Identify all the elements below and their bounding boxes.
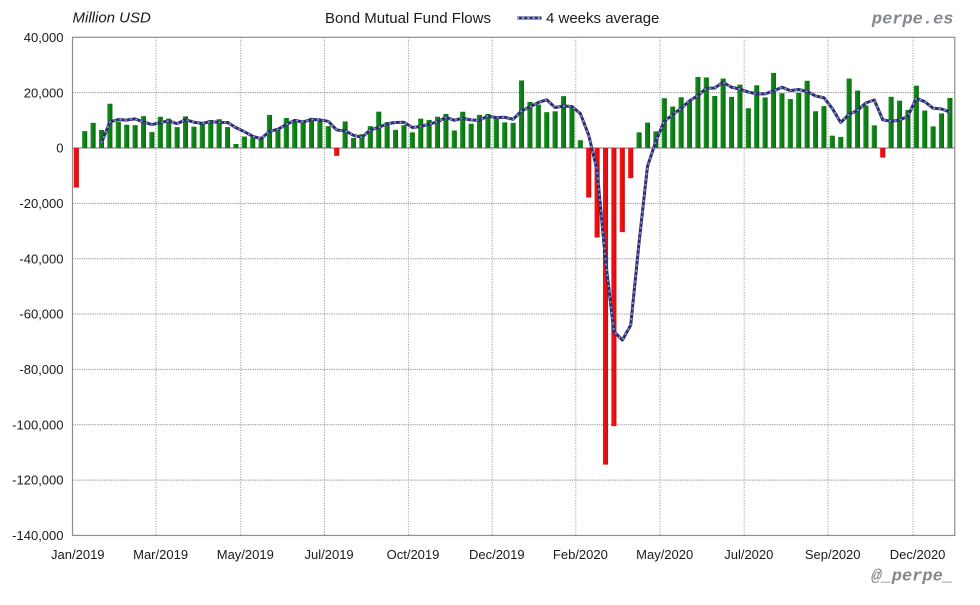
svg-text:4 weeks average: 4 weeks average xyxy=(546,10,659,27)
svg-text:perpe.es: perpe.es xyxy=(871,11,954,30)
svg-text:40,000: 40,000 xyxy=(24,30,64,45)
svg-text:Jan/2019: Jan/2019 xyxy=(51,547,105,562)
svg-text:@_perpe_: @_perpe_ xyxy=(871,568,953,587)
svg-text:Jul/2020: Jul/2020 xyxy=(724,547,773,562)
svg-text:-20,000: -20,000 xyxy=(19,196,63,211)
svg-text:Jul/2019: Jul/2019 xyxy=(305,547,354,562)
svg-text:-120,000: -120,000 xyxy=(12,473,63,488)
svg-text:Mar/2019: Mar/2019 xyxy=(133,547,188,562)
svg-text:-80,000: -80,000 xyxy=(19,362,63,377)
svg-text:May/2020: May/2020 xyxy=(636,547,693,562)
svg-text:May/2019: May/2019 xyxy=(217,547,274,562)
svg-text:Oct/2019: Oct/2019 xyxy=(387,547,440,562)
svg-text:Sep/2020: Sep/2020 xyxy=(805,547,861,562)
svg-text:-100,000: -100,000 xyxy=(12,417,63,432)
svg-text:-40,000: -40,000 xyxy=(19,251,63,266)
svg-text:20,000: 20,000 xyxy=(24,85,64,100)
svg-text:-140,000: -140,000 xyxy=(12,528,63,543)
svg-text:Dec/2019: Dec/2019 xyxy=(469,547,525,562)
svg-text:Dec/2020: Dec/2020 xyxy=(890,547,946,562)
svg-text:Bond Mutual Fund Flows: Bond Mutual Fund Flows xyxy=(325,10,491,27)
svg-text:Feb/2020: Feb/2020 xyxy=(553,547,608,562)
svg-text:Million USD: Million USD xyxy=(73,10,152,27)
svg-text:-60,000: -60,000 xyxy=(19,307,63,322)
svg-text:0: 0 xyxy=(56,141,63,156)
